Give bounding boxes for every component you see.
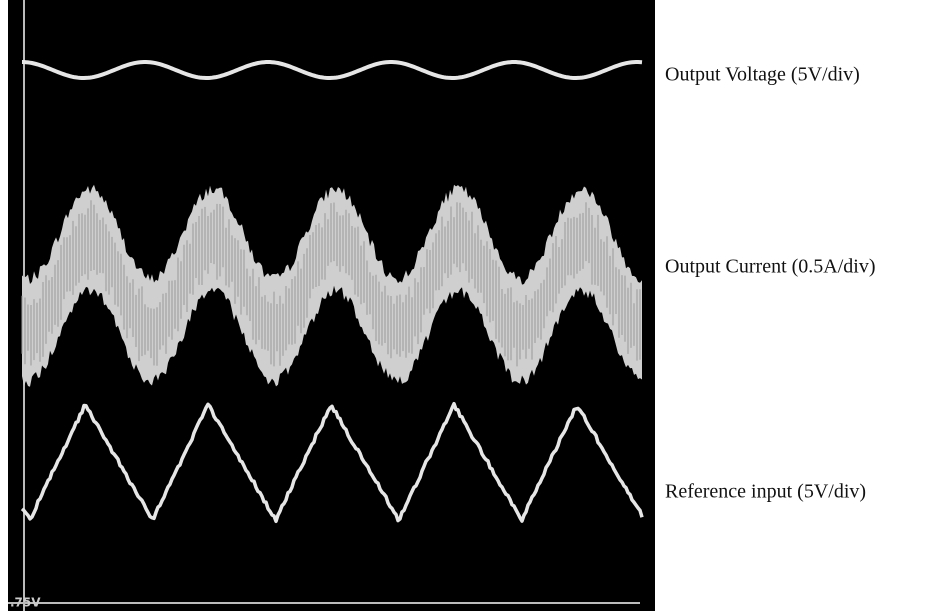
trace-label: Output Voltage (5V/div) [665,64,860,86]
scope-marker: .75V [10,596,41,610]
trace-label: Reference input (5V/div) [665,481,866,503]
figure: .75V Output Voltage (5V/div) Output Curr… [0,0,949,611]
page: .75V Output Voltage (5V/div) Output Curr… [0,0,949,611]
trace-label: Output Current (0.5A/div) [665,256,876,278]
